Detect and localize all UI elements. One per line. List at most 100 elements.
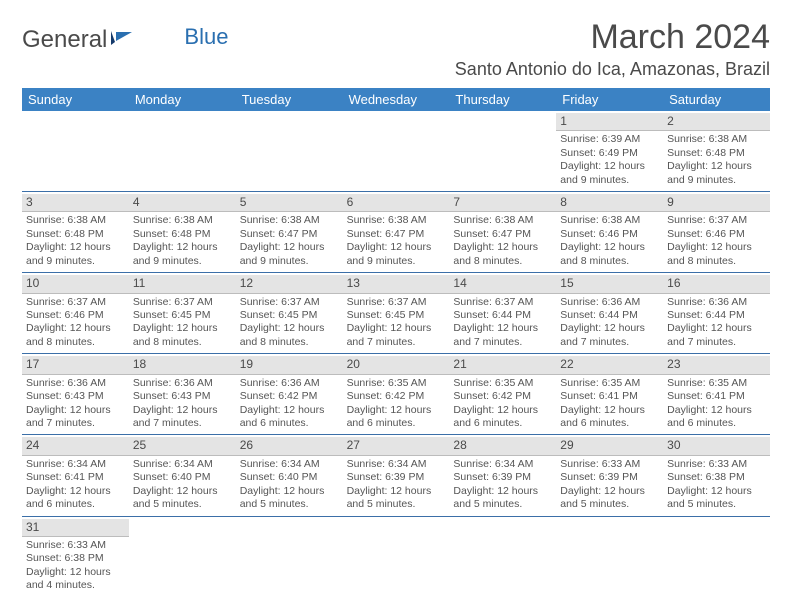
info-line: Sunset: 6:38 PM — [26, 552, 125, 565]
day-number: 26 — [236, 437, 343, 455]
info-line: Sunrise: 6:36 AM — [560, 296, 659, 309]
day-number: 2 — [663, 113, 770, 131]
info-line: Sunrise: 6:38 AM — [26, 214, 125, 227]
logo-text-general: General — [22, 26, 107, 54]
day-cell: 30 Sunrise: 6:33 AMSunset: 6:38 PMDayligh… — [663, 435, 770, 515]
info-line: Sunset: 6:42 PM — [240, 390, 339, 403]
info-line: Daylight: 12 hours — [347, 404, 446, 417]
info-line: Daylight: 12 hours — [26, 241, 125, 254]
empty-cell — [129, 517, 236, 597]
info-line: Sunrise: 6:36 AM — [133, 377, 232, 390]
day-info: Sunrise: 6:34 AMSunset: 6:40 PMDaylight:… — [240, 458, 339, 512]
info-line: Sunset: 6:42 PM — [347, 390, 446, 403]
info-line: Daylight: 12 hours — [560, 404, 659, 417]
info-line: Sunset: 6:41 PM — [667, 390, 766, 403]
day-number: 29 — [556, 437, 663, 455]
day-cell: 23 Sunrise: 6:35 AMSunset: 6:41 PMDayligh… — [663, 354, 770, 434]
info-line: Sunrise: 6:38 AM — [133, 214, 232, 227]
logo: General Blue — [22, 18, 228, 54]
info-line: Sunset: 6:41 PM — [560, 390, 659, 403]
day-number: 1 — [556, 113, 663, 131]
info-line: Daylight: 12 hours — [26, 566, 125, 579]
day-info: Sunrise: 6:37 AMSunset: 6:46 PMDaylight:… — [667, 214, 766, 268]
day-number: 10 — [22, 275, 129, 293]
info-line: and 8 minutes. — [26, 336, 125, 349]
day-info: Sunrise: 6:35 AMSunset: 6:42 PMDaylight:… — [347, 377, 446, 431]
info-line: and 9 minutes. — [26, 255, 125, 268]
info-line: Daylight: 12 hours — [453, 404, 552, 417]
info-line: and 6 minutes. — [347, 417, 446, 430]
info-line: and 8 minutes. — [560, 255, 659, 268]
info-line: Sunset: 6:42 PM — [453, 390, 552, 403]
info-line: Daylight: 12 hours — [560, 160, 659, 173]
day-number: 25 — [129, 437, 236, 455]
day-number: 3 — [22, 194, 129, 212]
day-cell: 10Sunrise: 6:37 AMSunset: 6:46 PMDayligh… — [22, 273, 129, 353]
empty-cell — [343, 111, 450, 191]
day-number: 23 — [663, 356, 770, 374]
info-line: Sunrise: 6:39 AM — [560, 133, 659, 146]
day-info: Sunrise: 6:36 AMSunset: 6:42 PMDaylight:… — [240, 377, 339, 431]
day-number: 15 — [556, 275, 663, 293]
info-line: Sunrise: 6:38 AM — [347, 214, 446, 227]
day-number: 12 — [236, 275, 343, 293]
info-line: Sunrise: 6:36 AM — [240, 377, 339, 390]
day-header: Wednesday — [343, 88, 450, 111]
info-line: and 5 minutes. — [240, 498, 339, 511]
info-line: Daylight: 12 hours — [453, 322, 552, 335]
day-number: 30 — [663, 437, 770, 455]
day-number: 11 — [129, 275, 236, 293]
day-cell: 5 Sunrise: 6:38 AMSunset: 6:47 PMDaylight… — [236, 192, 343, 272]
empty-cell — [449, 517, 556, 597]
day-info: Sunrise: 6:33 AMSunset: 6:39 PMDaylight:… — [560, 458, 659, 512]
info-line: Sunset: 6:44 PM — [560, 309, 659, 322]
empty-cell — [556, 517, 663, 597]
day-info: Sunrise: 6:35 AMSunset: 6:41 PMDaylight:… — [667, 377, 766, 431]
day-info: Sunrise: 6:34 AMSunset: 6:40 PMDaylight:… — [133, 458, 232, 512]
info-line: Sunrise: 6:37 AM — [240, 296, 339, 309]
day-cell: 6Sunrise: 6:38 AMSunset: 6:47 PMDaylight… — [343, 192, 450, 272]
info-line: and 7 minutes. — [26, 417, 125, 430]
day-info: Sunrise: 6:38 AMSunset: 6:48 PMDaylight:… — [26, 214, 125, 268]
day-cell: 14Sunrise: 6:37 AMSunset: 6:44 PMDayligh… — [449, 273, 556, 353]
info-line: Daylight: 12 hours — [667, 241, 766, 254]
day-info: Sunrise: 6:38 AMSunset: 6:47 PMDaylight:… — [240, 214, 339, 268]
day-info: Sunrise: 6:38 AMSunset: 6:48 PMDaylight:… — [667, 133, 766, 187]
day-header: Tuesday — [236, 88, 343, 111]
info-line: Sunset: 6:40 PM — [240, 471, 339, 484]
info-line: and 7 minutes. — [453, 336, 552, 349]
info-line: Daylight: 12 hours — [26, 322, 125, 335]
day-cell: 3 Sunrise: 6:38 AMSunset: 6:48 PMDaylight… — [22, 192, 129, 272]
day-info: Sunrise: 6:38 AMSunset: 6:47 PMDaylight:… — [347, 214, 446, 268]
day-info: Sunrise: 6:34 AMSunset: 6:41 PMDaylight:… — [26, 458, 125, 512]
day-cell: 7Sunrise: 6:38 AMSunset: 6:47 PMDaylight… — [449, 192, 556, 272]
info-line: Sunset: 6:49 PM — [560, 147, 659, 160]
day-cell: 22Sunrise: 6:35 AMSunset: 6:41 PMDayligh… — [556, 354, 663, 434]
day-info: Sunrise: 6:33 AMSunset: 6:38 PMDaylight:… — [667, 458, 766, 512]
day-cell: 26 Sunrise: 6:34 AMSunset: 6:40 PMDayligh… — [236, 435, 343, 515]
day-info: Sunrise: 6:37 AMSunset: 6:45 PMDaylight:… — [347, 296, 446, 350]
day-info: Sunrise: 6:36 AMSunset: 6:44 PMDaylight:… — [667, 296, 766, 350]
day-info: Sunrise: 6:38 AMSunset: 6:48 PMDaylight:… — [133, 214, 232, 268]
info-line: Sunset: 6:39 PM — [560, 471, 659, 484]
day-info: Sunrise: 6:35 AMSunset: 6:41 PMDaylight:… — [560, 377, 659, 431]
info-line: Daylight: 12 hours — [133, 241, 232, 254]
day-info: Sunrise: 6:36 AMSunset: 6:44 PMDaylight:… — [560, 296, 659, 350]
weeks-container: 1Sunrise: 6:39 AMSunset: 6:49 PMDaylight… — [22, 111, 770, 597]
day-info: Sunrise: 6:38 AMSunset: 6:46 PMDaylight:… — [560, 214, 659, 268]
empty-cell — [663, 517, 770, 597]
info-line: Daylight: 12 hours — [26, 485, 125, 498]
info-line: Daylight: 12 hours — [667, 322, 766, 335]
info-line: Daylight: 12 hours — [26, 404, 125, 417]
info-line: Sunset: 6:38 PM — [667, 471, 766, 484]
info-line: Sunrise: 6:34 AM — [347, 458, 446, 471]
info-line: Sunrise: 6:38 AM — [240, 214, 339, 227]
empty-cell — [236, 517, 343, 597]
info-line: Daylight: 12 hours — [347, 485, 446, 498]
day-cell: 17Sunrise: 6:36 AMSunset: 6:43 PMDayligh… — [22, 354, 129, 434]
day-number: 5 — [236, 194, 343, 212]
title-block: March 2024 Santo Antonio do Ica, Amazona… — [455, 18, 770, 80]
info-line: and 8 minutes. — [453, 255, 552, 268]
day-header: Monday — [129, 88, 236, 111]
info-line: Sunrise: 6:37 AM — [667, 214, 766, 227]
